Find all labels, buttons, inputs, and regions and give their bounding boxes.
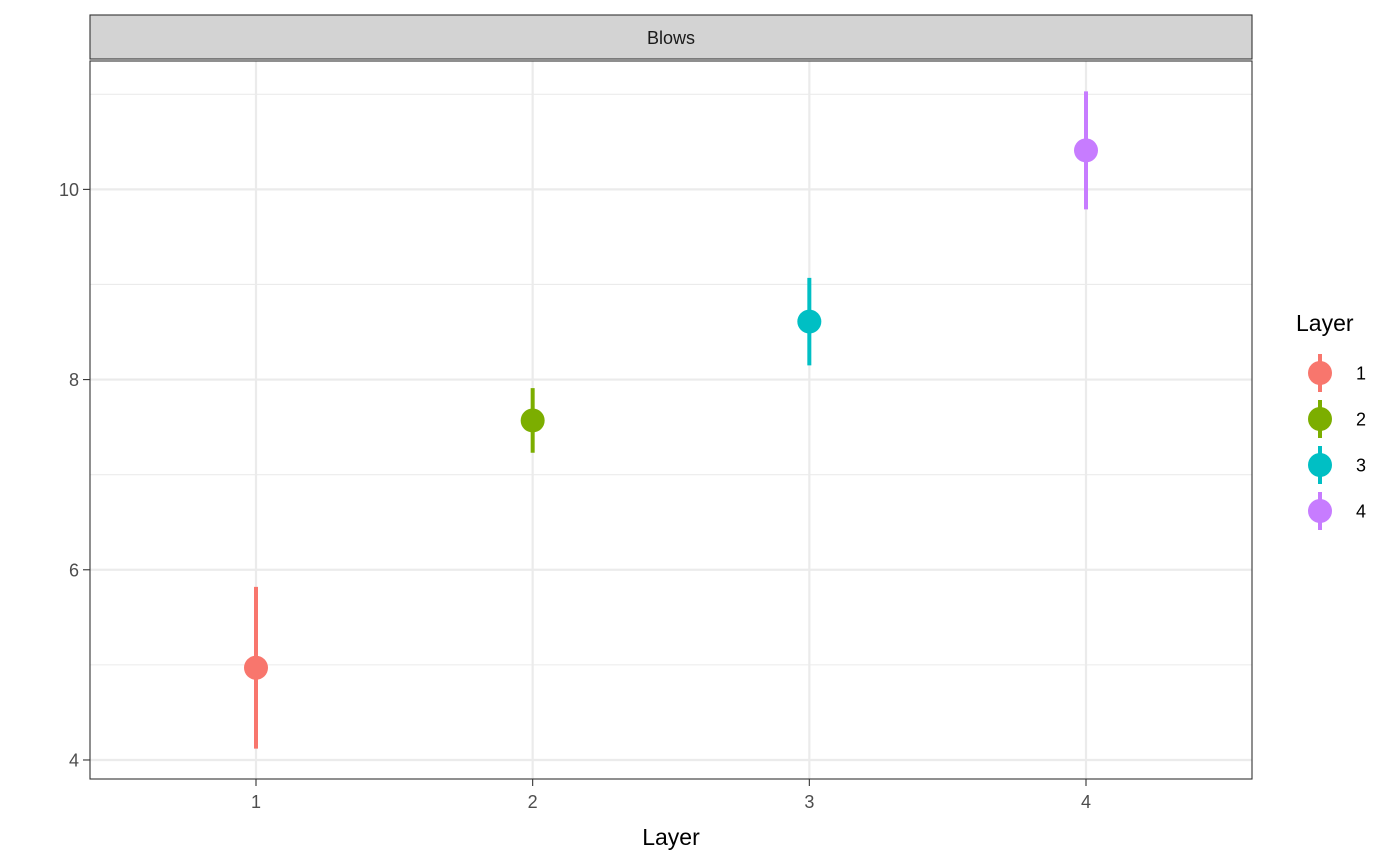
legend-key-point-1 — [1308, 361, 1332, 385]
legend-label-3: 3 — [1356, 456, 1366, 476]
y-tick-label: 6 — [69, 560, 79, 580]
y-tick-label: 8 — [69, 370, 79, 390]
legend-key-point-3 — [1308, 453, 1332, 477]
grid-lines — [90, 61, 1252, 779]
legend-label-1: 1 — [1356, 364, 1366, 384]
y-tick-label: 4 — [69, 750, 79, 770]
x-tick-label: 2 — [528, 792, 538, 812]
plot-panel-border — [89, 60, 1253, 780]
facet-strip: Blows — [89, 14, 1253, 60]
legend-label-2: 2 — [1356, 410, 1366, 430]
legend: Layer 1 2 3 4 — [1296, 310, 1366, 530]
point-layer-2 — [520, 408, 545, 433]
point-layer-3 — [797, 309, 822, 334]
x-axis: 1 2 3 4 — [251, 779, 1091, 812]
x-tick-label: 1 — [251, 792, 261, 812]
data-marks — [244, 91, 1098, 749]
legend-title: Layer — [1296, 310, 1354, 336]
y-tick-label: 10 — [59, 180, 79, 200]
plot-panel-background — [90, 61, 1252, 779]
point-layer-1 — [244, 655, 268, 680]
legend-key-point-2 — [1308, 407, 1332, 431]
y-axis: 4 6 8 10 — [59, 180, 90, 770]
x-axis-title: Layer — [642, 824, 700, 850]
point-layer-4 — [1074, 138, 1098, 163]
x-tick-label: 3 — [804, 792, 814, 812]
x-tick-label: 4 — [1081, 792, 1091, 812]
facet-strip-background — [89, 14, 1253, 60]
facet-strip-label: Blows — [647, 28, 695, 48]
legend-key-point-4 — [1308, 499, 1332, 523]
legend-label-4: 4 — [1356, 502, 1366, 522]
